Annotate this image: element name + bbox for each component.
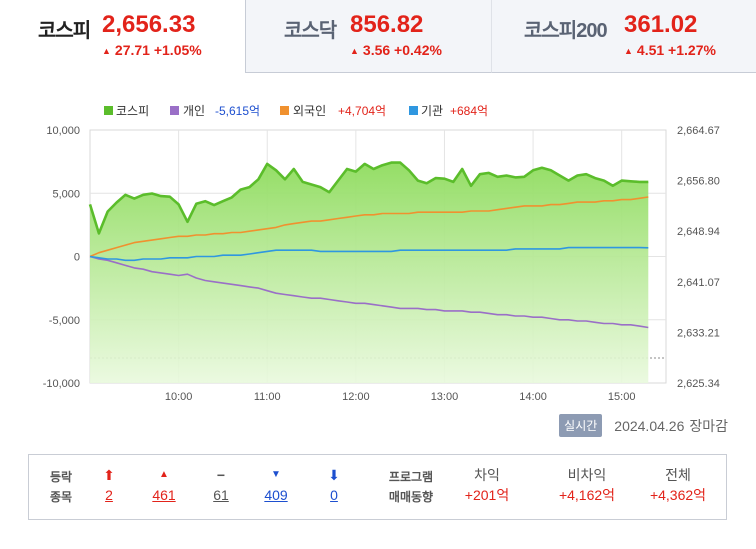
kospi-line xyxy=(88,161,649,235)
index-change-text: 27.71 +1.05% xyxy=(114,42,202,58)
index-change-text: 4.51 +1.27% xyxy=(636,42,716,58)
left-tick-label: 5,000 xyxy=(52,188,80,200)
count-value[interactable]: 0 xyxy=(330,487,338,503)
index-tabs: 코스피 2,656.33 ▲ 27.71 +1.05% 코스닥 856.82 ▲ 3… xyxy=(0,0,756,73)
index-value: 361.02 xyxy=(624,11,698,38)
right-tick-label: 2,648.94 xyxy=(677,226,720,238)
program-label-line1: 프로그램 xyxy=(388,470,434,484)
intraday-chart: 코스피 개인 -5,615억 외국인 +4,704억 기관 +684억 10,0… xyxy=(0,95,756,415)
legend-foreign-value: +4,704억 xyxy=(338,104,386,118)
x-tick-label: 15:00 xyxy=(608,391,636,403)
program-label: 프로그램 매매동향 xyxy=(381,467,441,507)
count-up: ▲ 461 xyxy=(134,465,194,505)
index-value: 856.82 xyxy=(350,11,424,38)
chart-legend: 코스피 개인 -5,615억 외국인 +4,704억 기관 +684억 xyxy=(104,104,488,118)
index-name: 코스피 xyxy=(38,20,91,42)
market-status: 장마감 xyxy=(689,417,728,434)
right-tick-label: 2,633.21 xyxy=(677,327,720,339)
count-unchanged: − 61 xyxy=(191,465,251,505)
unchanged-dash-icon: − xyxy=(216,467,226,483)
left-tick-label: 0 xyxy=(74,252,80,264)
index-change: ▲ 4.51 +1.27% xyxy=(624,42,716,58)
program-header: 전체 xyxy=(665,467,691,483)
chart-svg: 코스피 개인 -5,615억 외국인 +4,704억 기관 +684억 10,0… xyxy=(43,104,720,403)
legend-individual-swatch xyxy=(170,106,179,115)
count-limit-up: ⬆ 2 xyxy=(79,465,139,505)
legend-kospi-swatch xyxy=(104,106,113,115)
up-triangle-icon: ▲ xyxy=(350,46,359,56)
right-tick-label: 2,656.80 xyxy=(677,176,720,188)
up-triangle-icon: ▲ xyxy=(624,46,633,56)
right-axis: 2,664.67 2,656.80 2,648.94 2,641.07 2,633.21… xyxy=(677,125,720,390)
legend-foreign-swatch xyxy=(280,106,289,115)
index-change-text: 3.56 +0.42% xyxy=(362,42,442,58)
limit-up-arrow-icon: ⬆ xyxy=(103,467,115,483)
down-triangle-icon: ▼ xyxy=(271,469,281,480)
x-axis: 10:00 11:00 12:00 13:00 14:00 15:00 xyxy=(165,391,636,403)
x-tick-label: 10:00 xyxy=(165,391,193,403)
count-value[interactable]: 409 xyxy=(264,487,288,503)
tab-kospi200[interactable]: 코스피200 361.02 ▲ 4.51 +1.27% xyxy=(492,0,756,73)
legend-institution-value: +684억 xyxy=(450,104,488,118)
realtime-button[interactable]: 실시간 xyxy=(559,414,603,437)
legend-institution-label: 기관 xyxy=(421,104,443,118)
breadth-label-line1: 등락 xyxy=(49,470,73,484)
tab-kospi[interactable]: 코스피 2,656.33 ▲ 27.71 +1.05% xyxy=(0,0,246,73)
index-value: 2,656.33 xyxy=(102,11,196,38)
up-triangle-icon: ▲ xyxy=(159,469,169,480)
individual-line xyxy=(89,255,649,329)
program-label-line2: 매매동향 xyxy=(388,490,434,504)
program-value: +4,162억 xyxy=(558,487,616,503)
program-value: +4,362억 xyxy=(649,487,707,503)
program-arbitrage: 차익 +201억 xyxy=(452,465,522,505)
kospi-area-fill xyxy=(90,162,649,383)
x-tick-label: 14:00 xyxy=(519,391,547,403)
tab-kosdaq[interactable]: 코스닥 856.82 ▲ 3.56 +0.42% xyxy=(246,0,492,73)
program-header: 비차익 xyxy=(567,467,607,483)
program-total: 전체 +4,362억 xyxy=(633,465,723,505)
foreign-line xyxy=(89,196,649,258)
index-name: 코스피200 xyxy=(524,20,608,42)
program-header: 차익 xyxy=(474,467,500,483)
legend-institution-swatch xyxy=(409,106,418,115)
kospi-area xyxy=(90,162,649,383)
x-tick-label: 11:00 xyxy=(254,391,281,403)
up-triangle-icon: ▲ xyxy=(102,46,111,56)
legend-kospi-label: 코스피 xyxy=(116,104,149,118)
chart-footer: 실시간 2024.04.26 장마감 xyxy=(559,414,728,437)
right-tick-label: 2,641.07 xyxy=(677,277,720,289)
count-value[interactable]: 61 xyxy=(213,487,229,503)
legend-foreign-label: 외국인 xyxy=(293,104,326,118)
index-change: ▲ 3.56 +0.42% xyxy=(350,42,442,58)
left-tick-label: 10,000 xyxy=(46,125,80,137)
right-tick-label: 2,664.67 xyxy=(677,125,720,137)
market-breadth-box: 등락 종목 ⬆ 2 ▲ 461 − 61 ▼ 409 ⬇ 0 프로그램 매매동향… xyxy=(28,454,727,520)
left-tick-label: -5,000 xyxy=(49,315,80,327)
left-axis: 10,000 5,000 0 -5,000 -10,000 xyxy=(43,125,80,390)
breadth-label: 등락 종목 xyxy=(46,467,76,507)
limit-down-arrow-icon: ⬇ xyxy=(328,467,340,483)
x-tick-label: 13:00 xyxy=(431,391,459,403)
institution-line xyxy=(89,246,649,262)
legend-individual-label: 개인 xyxy=(183,104,205,118)
market-date: 2024.04.26 xyxy=(614,417,685,434)
index-name: 코스닥 xyxy=(284,20,337,42)
program-value: +201억 xyxy=(464,487,510,503)
count-value[interactable]: 2 xyxy=(105,487,113,503)
program-non-arbitrage: 비차익 +4,162억 xyxy=(542,465,632,505)
count-limit-down: ⬇ 0 xyxy=(304,465,364,505)
left-tick-label: -10,000 xyxy=(43,378,80,390)
right-tick-label: 2,625.34 xyxy=(677,378,720,390)
series-lines xyxy=(88,161,649,329)
breadth-label-line2: 종목 xyxy=(49,490,73,504)
x-tick-label: 12:00 xyxy=(342,391,370,403)
count-value[interactable]: 461 xyxy=(152,487,176,503)
count-down: ▼ 409 xyxy=(246,465,306,505)
legend-individual-value: -5,615억 xyxy=(215,104,260,118)
index-change: ▲ 27.71 +1.05% xyxy=(102,42,202,58)
